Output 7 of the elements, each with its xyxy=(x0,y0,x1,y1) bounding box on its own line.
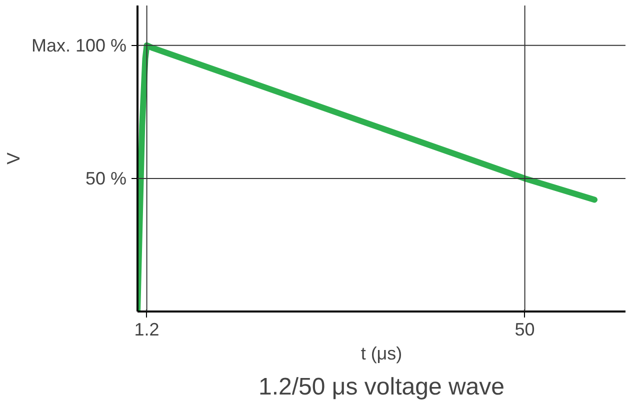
x-tick-label: 50 xyxy=(514,320,535,340)
x-axis-title: t (μs) xyxy=(360,344,402,364)
y-axis-title: V xyxy=(3,152,24,165)
text: 1.2/50 μs voltage wave xyxy=(258,374,504,400)
y-tick-label: Max. 100 % xyxy=(31,35,126,56)
x-tick-label: 1.2 xyxy=(134,320,160,340)
y-tick-label: 50 % xyxy=(85,168,127,188)
